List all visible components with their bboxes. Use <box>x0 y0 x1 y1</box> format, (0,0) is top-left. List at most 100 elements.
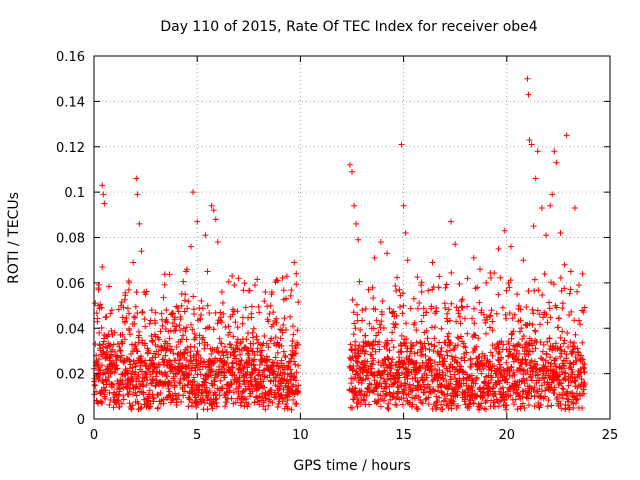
roti-point <box>450 346 457 353</box>
roti-point <box>428 341 435 348</box>
roti-point <box>398 349 405 356</box>
roti-point <box>354 370 361 377</box>
roti-point <box>282 352 289 359</box>
roti-point <box>152 373 159 380</box>
roti-point <box>490 383 497 390</box>
roti-point <box>454 342 461 349</box>
roti-point <box>516 350 523 357</box>
roti-point <box>282 326 289 333</box>
roti-point <box>487 377 494 384</box>
roti-point <box>453 304 460 311</box>
roti-point <box>399 401 406 408</box>
roti-point <box>544 319 551 326</box>
roti-point <box>377 403 384 410</box>
roti-point <box>424 385 431 392</box>
roti-point <box>151 395 158 402</box>
roti-point <box>233 355 240 362</box>
roti-point <box>456 313 463 320</box>
roti-point <box>105 283 112 290</box>
roti-point <box>189 360 196 367</box>
roti-point <box>433 399 440 406</box>
roti-point <box>237 351 244 358</box>
roti-point <box>384 250 391 257</box>
roti-point <box>295 388 302 395</box>
roti-point <box>470 254 477 261</box>
roti-point <box>130 313 137 320</box>
roti-point <box>126 279 133 286</box>
roti-point <box>414 274 421 281</box>
roti-point <box>225 323 232 330</box>
roti-point <box>546 374 553 381</box>
roti-point <box>559 391 566 398</box>
roti-point <box>279 274 286 281</box>
roti-point <box>579 339 586 346</box>
roti-point <box>458 298 465 305</box>
roti-point <box>401 359 408 366</box>
roti-point <box>444 310 451 317</box>
roti-point <box>125 286 132 293</box>
roti-point <box>234 308 241 315</box>
roti-point <box>468 372 475 379</box>
roti-point <box>119 377 126 384</box>
roti-point <box>425 394 432 401</box>
roti-point <box>206 324 213 331</box>
roti-point <box>458 355 465 362</box>
roti-point <box>259 359 266 366</box>
roti-point <box>424 335 431 342</box>
roti-point <box>350 309 357 316</box>
roti-point <box>292 377 299 384</box>
roti-point <box>372 348 379 355</box>
roti-point <box>354 395 361 402</box>
roti-point <box>146 387 153 394</box>
roti-point <box>557 400 564 407</box>
roti-point <box>140 391 147 398</box>
roti-point <box>569 349 576 356</box>
roti-point <box>523 303 530 310</box>
roti-point <box>414 305 421 312</box>
roti-point <box>418 282 425 289</box>
roti-point <box>293 369 300 376</box>
roti-point <box>246 287 253 294</box>
roti-point <box>542 372 549 379</box>
roti-point <box>98 304 105 311</box>
roti-point <box>469 315 476 322</box>
roti-point <box>541 374 548 381</box>
roti-point <box>352 325 359 332</box>
roti-point <box>506 310 513 317</box>
roti-point <box>215 371 222 378</box>
roti-point <box>144 350 151 357</box>
roti-point <box>480 388 487 395</box>
roti-point <box>473 374 480 381</box>
roti-point <box>241 362 248 369</box>
roti-point <box>214 239 221 246</box>
x-axis-title: GPS time / hours <box>293 458 410 474</box>
roti-point <box>363 372 370 379</box>
roti-point <box>108 351 115 358</box>
roti-point <box>109 380 116 387</box>
roti-point <box>185 372 192 379</box>
roti-point <box>553 304 560 311</box>
roti-point <box>97 398 104 405</box>
roti-point <box>559 328 566 335</box>
roti-point <box>144 377 151 384</box>
roti-point <box>249 388 256 395</box>
roti-point <box>441 300 448 307</box>
roti-point <box>129 364 136 371</box>
roti-point <box>488 367 495 374</box>
roti-point <box>192 356 199 363</box>
roti-point <box>482 406 489 413</box>
roti-point <box>378 371 385 378</box>
roti-point <box>397 348 404 355</box>
roti-point <box>444 390 451 397</box>
roti-point <box>580 386 587 393</box>
roti-point <box>517 317 524 324</box>
roti-point <box>457 333 464 340</box>
roti-point <box>418 318 425 325</box>
roti-point <box>214 320 221 327</box>
roti-point <box>235 275 242 282</box>
roti-point <box>488 307 495 314</box>
roti-point <box>171 378 178 385</box>
roti-point <box>461 389 468 396</box>
roti-point <box>290 396 297 403</box>
roti-point <box>209 405 216 412</box>
